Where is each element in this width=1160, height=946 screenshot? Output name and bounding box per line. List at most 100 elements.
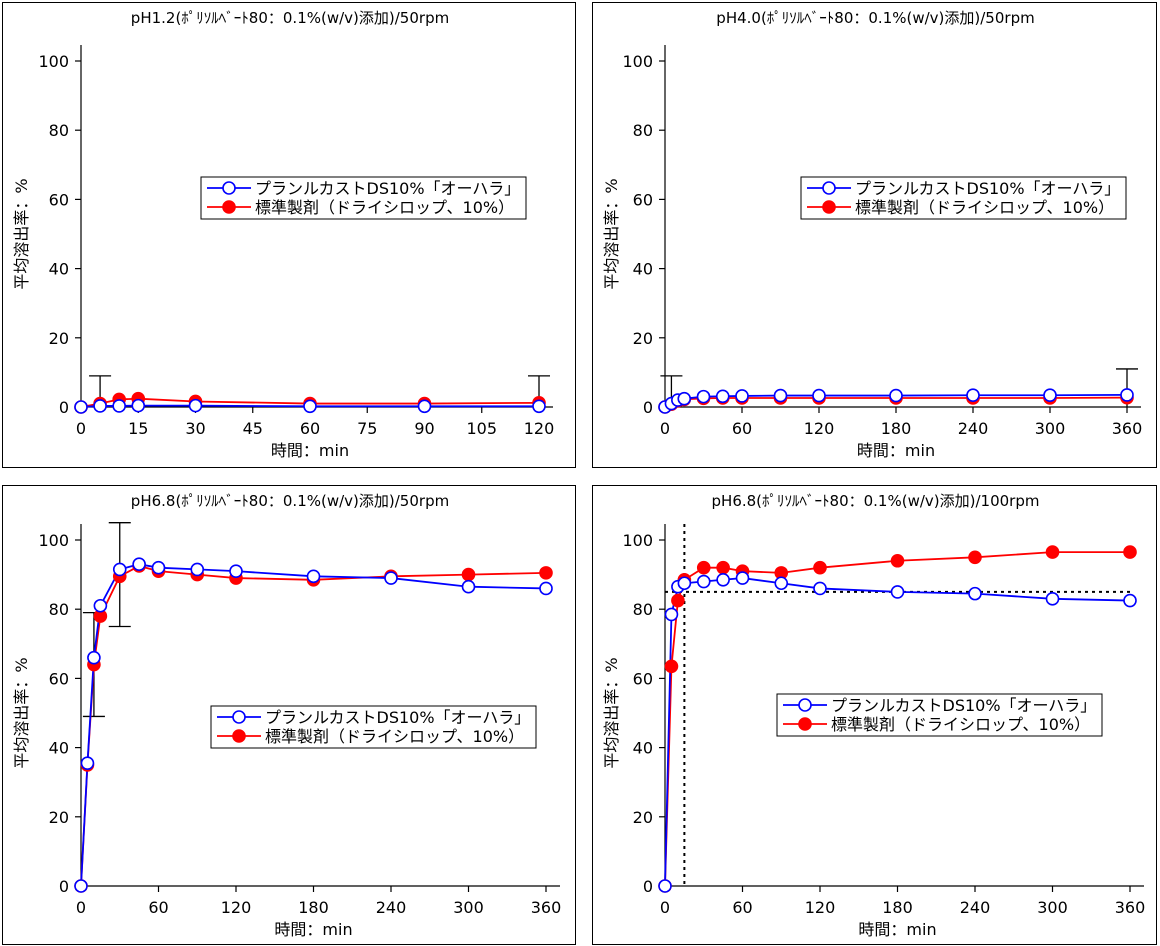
data-point-test [715,389,730,404]
data-point-reference [696,560,711,575]
data-point-test [677,391,692,406]
legend: プランルカストDS10%「オーハラ」標準製剤（ドライシロップ、10%） [800,176,1127,220]
data-point-test [677,576,692,591]
chart-title: pH4.0(ﾎﾟﾘｿﾙﾍﾞｰﾄ80：0.1%(w/v)添加)/50rpm [716,9,1034,27]
chart-panel-ph68-100rpm: pH6.8(ﾎﾟﾘｿﾙﾍﾞｰﾄ80：0.1%(w/v)添加)/100rpm 0 20… [592,485,1157,945]
data-point-reference [890,553,905,568]
x-tick-label: 180 [882,898,913,917]
data-point-reference [716,560,730,575]
x-tick-label: 105 [466,419,497,438]
x-tick-label: 60 [732,419,752,438]
legend-swatch-marker [232,729,246,743]
y-axis-label: 平均溶出率：% [602,178,621,289]
data-point-test [188,398,203,413]
y-tick-label: 100 [38,52,69,71]
x-tick-label: 300 [1037,898,1068,917]
chart-panel-ph40-50rpm: pH4.0(ﾎﾟﾘｿﾙﾍﾞｰﾄ80：0.1%(w/v)添加)/50rpm 0 20 4… [592,2,1157,468]
data-point-test [716,572,730,587]
legend-label: プランルカストDS10%「オーハラ」 [265,708,530,727]
y-tick-label: 100 [622,531,653,550]
dissolution-chart-ph68-100: pH6.8(ﾎﾟﾘｿﾙﾍﾞｰﾄ80：0.1%(w/v)添加)/100rpm 0 20… [602,492,1146,939]
y-axis-label: 平均溶出率：% [602,657,621,768]
x-tick-label: 120 [524,419,555,438]
y-tick-label: 80 [49,600,69,619]
chart-title: pH6.8(ﾎﾟﾘｿﾙﾍﾞｰﾄ80：0.1%(w/v)添加)/100rpm [712,492,1040,510]
data-point-test [190,562,205,577]
x-tick-label: 120 [804,419,835,438]
x-tick-label: 180 [298,898,329,917]
data-point-reference [1123,545,1137,559]
data-point-test [112,399,126,413]
y-tick-label: 0 [643,398,653,417]
x-tick-label: 45 [243,419,263,438]
y-tick-label: 40 [633,739,653,758]
legend: プランルカストDS10%「オーハラ」標準製剤（ドライシロップ、10%） [200,176,527,220]
y-axis-label: 平均溶出率：% [12,657,31,768]
dissolution-chart-ph40: pH4.0(ﾎﾟﾘｿﾙﾍﾞｰﾄ80：0.1%(w/v)添加)/50rpm 0 20 4… [602,9,1142,460]
dissolution-chart-ph68-50: pH6.8(ﾎﾟﾘｿﾙﾍﾞｰﾄ80：0.1%(w/v)添加)/50rpm 0 20 4… [12,492,561,939]
legend: プランルカストDS10%「オーハラ」標準製剤（ドライシロップ、10%） [776,693,1103,737]
data-point-test [461,579,476,594]
x-tick-label: 0 [660,898,670,917]
data-point-test [93,598,108,613]
legend-label: プランルカストDS10%「オーハラ」 [831,696,1096,715]
data-point-test [1043,388,1057,403]
data-point-test [1123,593,1137,608]
y-tick-label: 40 [49,739,69,758]
y-tick-label: 20 [49,808,69,827]
data-point-test [384,571,398,585]
y-tick-label: 0 [59,877,69,896]
data-point-test [735,571,750,585]
x-axis-label: 時間：min [274,920,352,939]
data-point-test [812,388,826,403]
legend-swatch-marker [798,698,812,712]
data-point-reference [461,567,476,582]
data-point-test [1045,592,1060,606]
x-tick-label: 60 [300,419,320,438]
x-tick-label: 360 [1115,898,1146,917]
x-tick-label: 120 [805,898,836,917]
legend-swatch-marker [822,200,836,214]
data-point-test [890,585,905,599]
legend-swatch-marker [232,710,246,724]
y-tick-label: 20 [633,808,653,827]
data-point-test [773,388,788,403]
y-axis-label: 平均溶出率：% [12,178,31,289]
y-tick-label: 60 [633,669,653,688]
data-point-test [303,399,317,414]
x-tick-label: 240 [376,898,407,917]
data-point-reference [671,593,685,608]
legend-label: プランルカストDS10%「オーハラ」 [855,179,1120,198]
chart-title: pH1.2(ﾎﾟﾘｿﾙﾍﾞｰﾄ80：0.1%(w/v)添加)/50rpm [131,9,449,27]
legend-label: 標準製剤（ドライシロップ、10%） [831,715,1090,734]
y-tick-label: 60 [633,190,653,209]
y-tick-label: 40 [49,260,69,279]
x-tick-label: 240 [958,419,989,438]
x-tick-label: 60 [148,898,168,917]
data-point-test [696,574,711,589]
legend-swatch-marker [822,181,836,195]
data-point-test [229,564,243,578]
legend-label: 標準製剤（ドライシロップ、10%） [255,198,514,217]
data-point-test [87,650,101,665]
y-tick-label: 60 [49,669,69,688]
data-point-test [696,389,711,404]
data-point-test [151,560,166,575]
data-point-reference [813,560,827,575]
x-tick-label: 0 [76,898,86,917]
y-tick-label: 20 [49,329,69,348]
legend-box [800,176,1127,220]
chart-panel-ph68-50rpm: pH6.8(ﾎﾟﾘｿﾙﾍﾞｰﾄ80：0.1%(w/v)添加)/50rpm 0 20 4… [2,485,576,945]
y-tick-label: 80 [633,121,653,140]
data-point-reference [1045,545,1060,559]
data-point-test [968,586,982,601]
legend-label: 標準製剤（ドライシロップ、10%） [855,198,1114,217]
data-point-test [131,398,146,413]
data-point-test [966,388,980,403]
x-tick-label: 300 [453,898,484,917]
y-tick-label: 100 [622,52,653,71]
data-point-test [74,879,88,893]
data-point-test [93,399,107,413]
legend-label: プランルカストDS10%「オーハラ」 [255,179,520,198]
data-point-reference [968,550,982,565]
